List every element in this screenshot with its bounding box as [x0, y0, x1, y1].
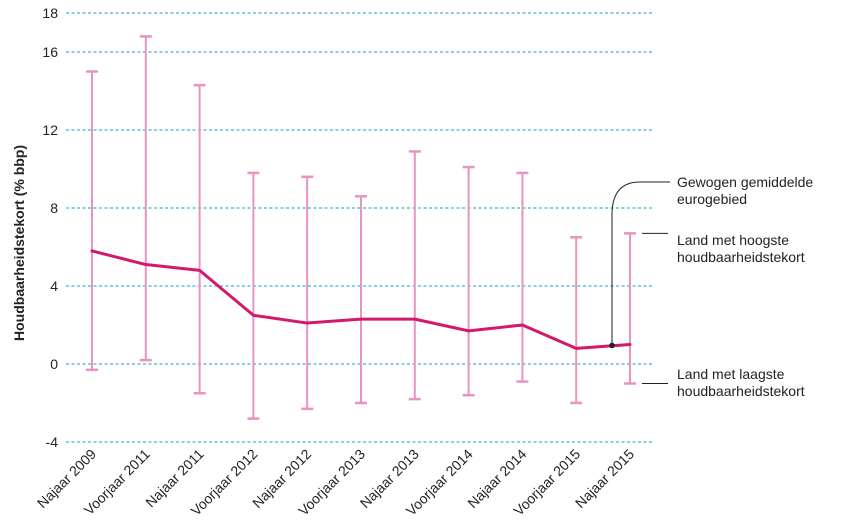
y-tick-label: -4	[46, 434, 59, 450]
annotation-label: houdbaarheidstekort	[677, 249, 805, 265]
y-tick-label: 18	[42, 5, 58, 21]
annotation-label: houdbaarheidstekort	[677, 383, 805, 399]
y-tick-label: 16	[42, 44, 58, 60]
y-tick-label: 0	[50, 356, 58, 372]
y-tick-label: 8	[50, 200, 58, 216]
y-tick-label: 12	[42, 122, 58, 138]
y-tick-label: 4	[50, 278, 58, 294]
y-tick-labels: -4 0 4 8 12 16 18	[42, 5, 58, 450]
x-tick-label: Najaar 2015	[572, 446, 637, 511]
leader-average	[611, 181, 670, 346]
annotation-label: Land met hoogste	[677, 232, 789, 248]
annotation-label: Gewogen gemiddelde	[677, 174, 813, 190]
leader-average-dot	[609, 342, 615, 349]
annotation-label: Land met laagste	[677, 366, 785, 382]
annotation-label: eurogebied	[677, 191, 747, 207]
average-line	[90, 249, 632, 350]
average-line-layer	[90, 249, 632, 350]
y-axis-title: Houdbaarheidstekort (% bbp)	[11, 145, 27, 341]
range-bars	[86, 35, 636, 420]
